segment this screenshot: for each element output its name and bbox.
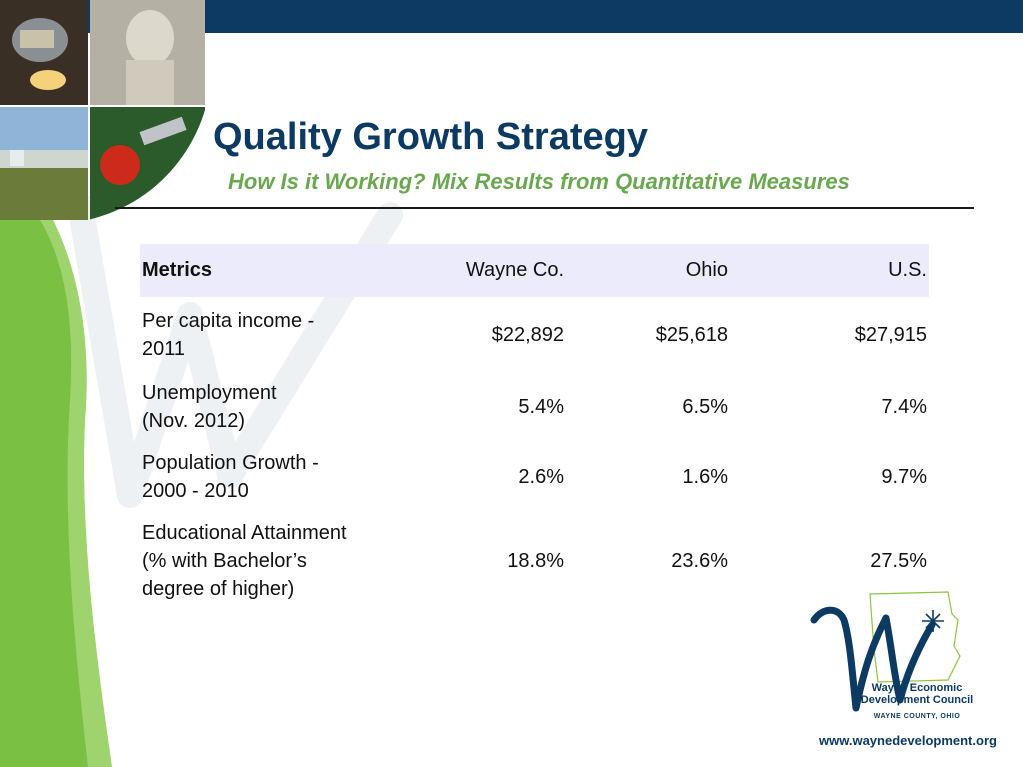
table-row: Unemployment (Nov. 2012) 5.4% 6.5% 7.4%	[140, 373, 929, 441]
ohio-value: 23.6%	[671, 549, 728, 572]
table-row: Per capita income - 2011 $22,892 $25,618…	[140, 297, 929, 373]
table-header-row: Metrics Wayne Co. Ohio U.S.	[140, 244, 929, 297]
photo-collage	[0, 0, 205, 220]
title-divider	[115, 207, 974, 209]
ohio-value: $25,618	[655, 323, 728, 346]
metric-label: Unemployment (Nov. 2012)	[142, 382, 277, 432]
wayne-value: 5.4%	[518, 395, 564, 418]
slide-subtitle: How Is it Working? Mix Results from Quan…	[228, 169, 850, 194]
ohio-value: 6.5%	[682, 395, 728, 418]
wayne-value: $22,892	[491, 323, 564, 346]
metric-label: Per capita income - 2011	[142, 310, 315, 360]
w-watermark	[67, 195, 403, 508]
metrics-table: Metrics Wayne Co. Ohio U.S. Per capita i…	[140, 244, 929, 609]
header-metrics: Metrics	[142, 259, 213, 281]
wedc-logo-icon	[810, 591, 961, 712]
header-us: U.S.	[888, 259, 927, 281]
header-wayne-co: Wayne Co.	[465, 259, 564, 281]
table-row: Population Growth - 2000 - 2010 2.6% 1.6…	[140, 441, 929, 513]
us-value: 9.7%	[881, 465, 927, 488]
table-row: Educational Attainment (% with Bachelor’…	[140, 513, 929, 609]
header-ohio: Ohio	[685, 259, 728, 281]
wayne-value: 18.8%	[507, 549, 564, 572]
metric-label: Educational Attainment (% with Bachelor’…	[142, 522, 347, 600]
logo-county: WAYNE COUNTY, OHIO	[873, 713, 961, 720]
website-url: www.waynedevelopment.org	[819, 733, 997, 748]
slide-title: Quality Growth Strategy	[213, 116, 648, 158]
us-value: 27.5%	[870, 549, 927, 572]
ohio-value: 1.6%	[682, 465, 728, 488]
wayne-value: 2.6%	[518, 465, 564, 488]
us-value: 7.4%	[881, 395, 927, 418]
metric-label: Population Growth - 2000 - 2010	[142, 452, 319, 502]
us-value: $27,915	[854, 323, 927, 346]
logo-wordmark: Wayne Economic Development Council WAYNE…	[852, 682, 982, 723]
